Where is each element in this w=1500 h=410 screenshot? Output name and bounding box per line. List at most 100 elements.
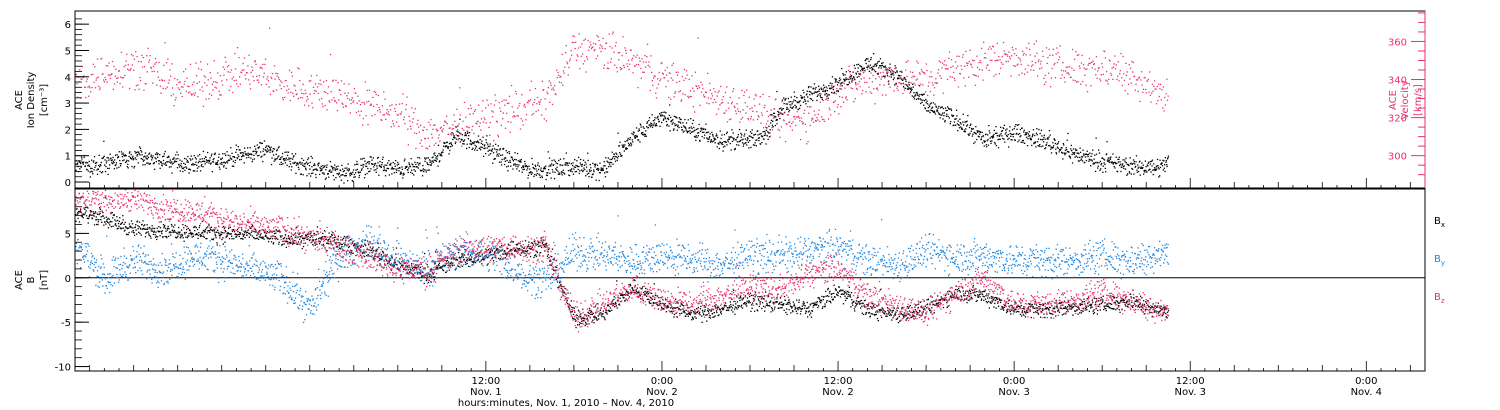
density-point — [223, 164, 225, 167]
velocity-point — [130, 68, 132, 70]
density-point — [543, 166, 546, 168]
density-point — [549, 164, 551, 166]
bx-point — [331, 233, 333, 236]
density-point — [408, 162, 410, 164]
density-point — [999, 138, 1001, 140]
density-point — [448, 146, 450, 148]
density-point — [1109, 158, 1112, 160]
velocity-point — [754, 93, 757, 96]
velocity-point — [879, 84, 881, 86]
density-point — [153, 162, 155, 164]
velocity-point — [843, 83, 845, 85]
density-point — [930, 109, 932, 111]
density-point — [324, 178, 327, 180]
density-point — [480, 142, 482, 145]
velocity-point — [255, 63, 257, 65]
bx-point — [184, 224, 186, 227]
velocity-point — [1151, 83, 1154, 85]
density-point — [1024, 133, 1027, 135]
density-point — [1026, 132, 1028, 134]
density-point — [314, 164, 316, 166]
velocity-point — [1068, 73, 1070, 76]
velocity-point — [673, 96, 675, 98]
density-point — [1040, 145, 1042, 148]
density-point — [474, 149, 476, 151]
density-point — [551, 169, 554, 171]
velocity-point — [392, 120, 394, 122]
density-point — [1072, 148, 1075, 150]
velocity-point — [811, 117, 813, 119]
bx-point — [215, 231, 218, 233]
velocity-tick-label: 320 — [1388, 114, 1407, 125]
density-point — [322, 165, 324, 167]
velocity-point — [1126, 71, 1128, 73]
density-point — [992, 136, 995, 138]
density-point — [489, 143, 491, 145]
velocity-point — [548, 80, 550, 82]
velocity-point — [482, 121, 485, 123]
velocity-point — [344, 105, 347, 107]
velocity-point — [517, 107, 519, 109]
density-point — [1098, 149, 1100, 151]
bx-point — [236, 236, 238, 238]
density-point — [645, 135, 647, 137]
density-point — [147, 162, 149, 164]
density-point — [397, 163, 400, 165]
velocity-point — [109, 74, 111, 77]
density-point — [1034, 141, 1037, 143]
density-point — [755, 145, 757, 147]
velocity-point — [709, 82, 711, 85]
density-point — [394, 165, 396, 167]
density-point — [195, 158, 197, 160]
density-point — [138, 151, 140, 153]
density-point — [1050, 148, 1052, 150]
bx-point — [231, 238, 233, 240]
velocity-point — [678, 91, 680, 93]
bx-point — [218, 232, 220, 235]
velocity-point — [871, 92, 873, 94]
bx-point — [250, 227, 252, 229]
density-point — [158, 163, 160, 165]
bx-point — [302, 245, 305, 248]
density-point — [1090, 165, 1092, 167]
density-point — [208, 162, 210, 164]
bx-point — [148, 233, 150, 235]
density-point — [683, 130, 685, 132]
density-point — [638, 139, 640, 141]
density-point — [344, 175, 346, 177]
velocity-point — [170, 95, 172, 97]
bx-point — [183, 227, 185, 229]
bx-point — [215, 237, 217, 239]
velocity-point — [800, 117, 802, 119]
velocity-point — [1097, 70, 1099, 72]
density-point — [927, 107, 929, 109]
velocity-point — [692, 87, 694, 89]
velocity-point — [204, 76, 207, 78]
density-point — [124, 155, 126, 157]
density-point — [929, 111, 931, 114]
density-point — [186, 161, 188, 163]
bx-point — [226, 232, 228, 235]
density-point — [243, 155, 245, 157]
density-point — [1024, 142, 1026, 144]
velocity-point — [1154, 88, 1156, 90]
density-point — [403, 173, 405, 175]
density-point — [210, 163, 212, 165]
density-point — [266, 151, 268, 153]
velocity-point — [1162, 86, 1164, 88]
density-point — [470, 140, 472, 143]
density-point — [633, 135, 636, 137]
density-point — [517, 160, 519, 162]
density-point — [326, 164, 328, 166]
bx-point — [252, 225, 254, 227]
velocity-point — [496, 121, 498, 123]
velocity-point — [454, 125, 457, 128]
density-point — [650, 124, 652, 127]
density-point — [792, 106, 794, 108]
velocity-point — [1160, 83, 1162, 85]
bx-point — [321, 236, 323, 239]
velocity-point — [536, 103, 538, 105]
density-point — [391, 166, 393, 168]
density-point — [190, 155, 192, 157]
density-point — [780, 107, 782, 109]
